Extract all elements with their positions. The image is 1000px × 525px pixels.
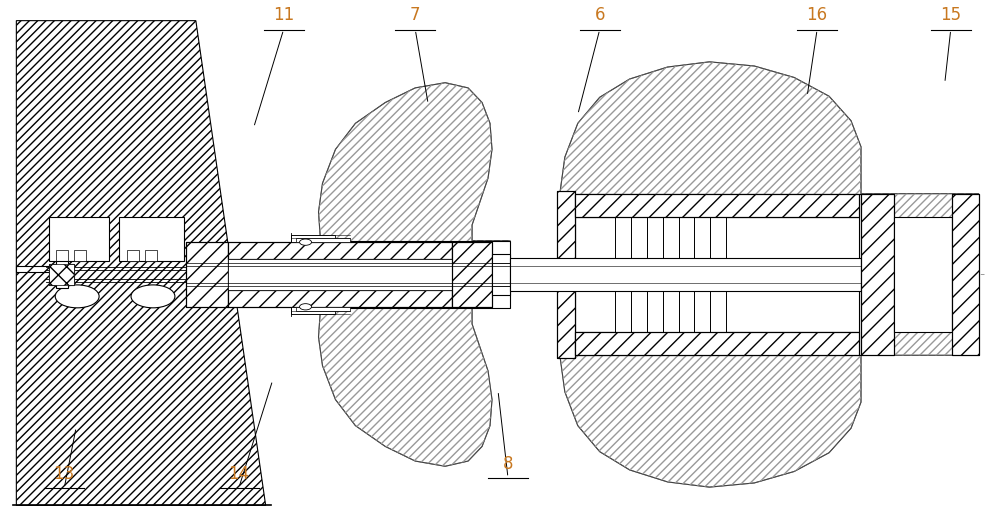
Bar — [631, 217, 647, 332]
Bar — [119, 217, 184, 261]
Circle shape — [131, 285, 175, 308]
Bar — [861, 194, 894, 355]
Text: 6: 6 — [594, 6, 605, 24]
Text: 14: 14 — [228, 465, 249, 483]
Bar — [694, 217, 710, 332]
Bar — [679, 217, 694, 332]
Bar — [127, 250, 139, 261]
Bar — [861, 194, 894, 355]
Bar — [291, 307, 335, 313]
Circle shape — [55, 285, 99, 308]
Text: 8: 8 — [503, 455, 513, 472]
Bar — [228, 290, 452, 307]
Bar — [186, 242, 228, 307]
Bar — [615, 217, 631, 332]
Bar — [228, 242, 452, 259]
Bar — [228, 259, 452, 290]
Text: 15: 15 — [940, 6, 961, 24]
Bar — [49, 217, 109, 261]
Bar — [952, 194, 979, 355]
Bar — [49, 264, 74, 285]
Bar — [557, 191, 575, 358]
Bar — [557, 191, 575, 358]
Bar — [575, 194, 859, 217]
Bar — [560, 194, 861, 355]
Bar — [492, 254, 510, 296]
Polygon shape — [560, 62, 979, 487]
Bar — [291, 235, 335, 242]
Circle shape — [300, 239, 312, 245]
Text: 7: 7 — [410, 6, 420, 24]
Bar — [74, 250, 86, 261]
Text: 16: 16 — [807, 6, 828, 24]
Bar — [575, 217, 859, 332]
Bar — [710, 217, 726, 332]
Bar — [575, 194, 859, 217]
Bar — [647, 217, 663, 332]
Polygon shape — [319, 82, 510, 466]
Bar — [894, 217, 952, 332]
Bar — [296, 238, 350, 242]
Bar — [320, 240, 510, 308]
Bar — [952, 194, 979, 355]
Bar — [228, 242, 452, 259]
Bar — [186, 242, 228, 307]
Text: 13: 13 — [54, 465, 75, 483]
Bar — [16, 266, 56, 272]
Text: 11: 11 — [273, 6, 294, 24]
Bar — [663, 217, 679, 332]
Bar — [56, 250, 68, 261]
Bar — [575, 332, 859, 355]
Bar — [452, 242, 492, 307]
Bar — [575, 332, 859, 355]
Bar — [16, 266, 71, 272]
Bar — [510, 258, 861, 291]
Bar — [49, 264, 74, 285]
Bar — [452, 242, 492, 307]
Circle shape — [300, 303, 312, 310]
Bar — [228, 290, 452, 307]
Bar — [56, 261, 68, 288]
Polygon shape — [16, 20, 266, 506]
Bar — [296, 307, 350, 311]
Bar — [145, 250, 157, 261]
